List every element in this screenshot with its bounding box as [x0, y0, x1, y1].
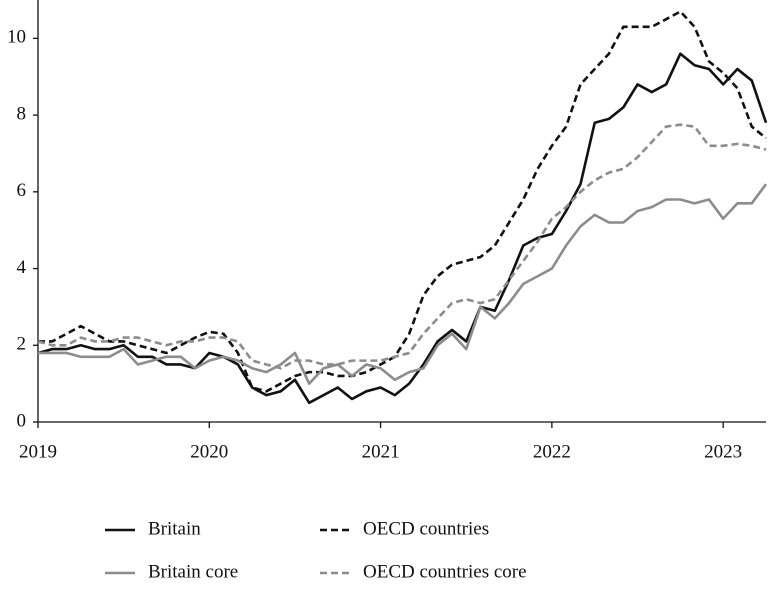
y-tick-label: 6 [17, 180, 27, 201]
y-tick-label: 8 [17, 103, 27, 124]
x-tick-label: 2022 [533, 441, 571, 462]
series-line [37, 52, 768, 405]
x-tick-label: 2023 [704, 441, 742, 462]
y-tick-label: 0 [17, 410, 27, 431]
series-line [37, 123, 767, 370]
legend-label: Britain core [148, 561, 238, 582]
x-tick-label: 2021 [362, 441, 400, 462]
y-tick-label: 2 [17, 334, 27, 355]
y-tick-label: 4 [17, 257, 27, 278]
y-tick-label: 10 [7, 27, 26, 48]
x-tick-label: 2019 [19, 441, 57, 462]
series-line [38, 183, 768, 385]
x-tick-label: 2020 [190, 441, 228, 462]
legend-label: Britain [148, 518, 201, 539]
series-line [38, 10, 767, 393]
legend-label: OECD countries core [363, 561, 527, 582]
legend-label: OECD countries [363, 518, 489, 539]
